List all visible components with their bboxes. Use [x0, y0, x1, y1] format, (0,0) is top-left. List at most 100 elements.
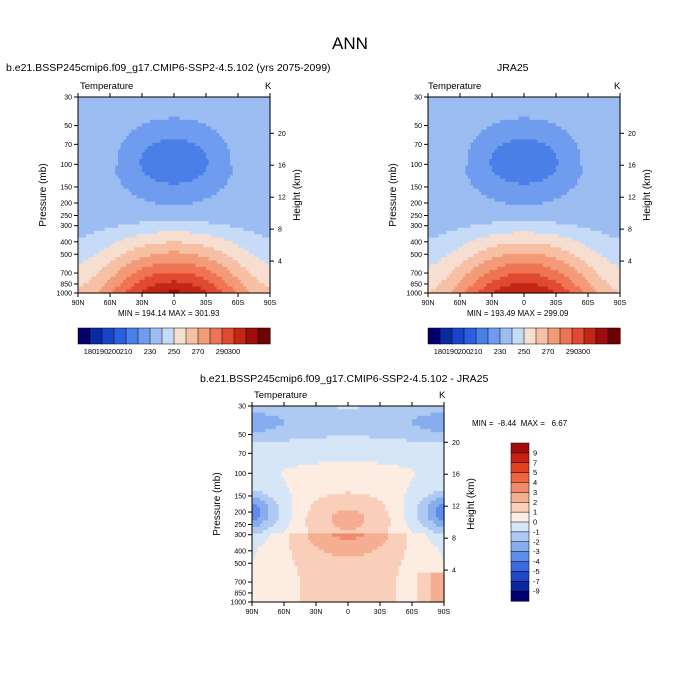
panel-model-cell — [144, 123, 148, 127]
panel-model-cell — [256, 152, 260, 157]
panel-model-cell — [131, 250, 135, 255]
panel-model-cell — [256, 178, 260, 183]
panel-model-cell — [139, 181, 143, 186]
panel-model-cell — [251, 106, 255, 111]
panel-model-cell — [110, 178, 114, 183]
panel-model-cell — [86, 208, 90, 212]
panel-model-cell — [262, 132, 266, 137]
panel-obs-cell — [433, 289, 437, 294]
panel-model-cell — [115, 201, 119, 206]
panel-model-cell — [152, 178, 156, 183]
panel-model-cell — [179, 110, 183, 114]
panel-model-cell — [182, 289, 186, 294]
panel-model-cell — [222, 214, 226, 219]
panel-model-cell — [96, 266, 100, 271]
panel-model-cell — [251, 276, 255, 281]
panel-model-cell — [99, 146, 103, 150]
panel-model-cell — [96, 208, 100, 212]
panel-model-cell — [99, 260, 103, 265]
panel-obs-cell — [438, 247, 442, 252]
panel-model-cell — [187, 211, 191, 216]
panel-model-cell — [91, 257, 95, 261]
panel-model-cell — [195, 276, 199, 281]
panel-model-cell — [139, 168, 143, 173]
panel-model-cell — [78, 129, 82, 134]
panel-model-cell — [219, 172, 223, 176]
panel-model-cell — [195, 224, 199, 229]
panel-model-cell — [83, 165, 87, 170]
panel-model-cell — [78, 283, 82, 288]
panel-model-cell — [128, 106, 132, 111]
panel-model-cell — [184, 240, 188, 245]
panel-obs-cell — [436, 181, 440, 186]
panel-model-cell — [120, 139, 124, 144]
panel-model-cell — [155, 289, 159, 294]
panel-model-cell — [78, 276, 82, 281]
panel-model-cell — [160, 149, 164, 154]
panel-model-cell — [227, 240, 231, 245]
panel-model-cell — [91, 116, 95, 121]
panel-model-cell — [78, 119, 82, 124]
panel-model-cell — [144, 227, 148, 232]
panel-model-cell — [118, 211, 122, 216]
panel-model-cell — [230, 221, 234, 225]
panel-model-cell — [214, 178, 218, 183]
panel-model-cell — [251, 185, 255, 190]
panel-model-cell — [227, 100, 231, 105]
panel-model-cell — [232, 240, 236, 245]
panel-model-cell — [182, 165, 186, 170]
panel-model-cell — [251, 224, 255, 229]
panel-model-cell — [256, 260, 260, 265]
panel-model-cell — [120, 250, 124, 255]
panel-model-cell — [168, 188, 172, 193]
panel-model-cell — [230, 149, 234, 154]
panel-model-cell — [139, 244, 143, 248]
panel-obs-cell — [433, 113, 437, 118]
panel-model-cell — [128, 152, 132, 157]
panel-model-cell — [219, 152, 223, 157]
panel-model-cell — [174, 230, 178, 235]
panel-model-cell — [195, 146, 199, 150]
panel-obs-cell — [438, 136, 442, 141]
panel-model-cell — [94, 162, 98, 167]
panel-model-cell — [158, 276, 162, 281]
panel-model-cell — [192, 208, 196, 212]
panel-model-cell — [238, 162, 242, 167]
panel-model-cell — [163, 185, 167, 190]
panel-model-cell — [262, 162, 266, 167]
panel-model-cell — [160, 237, 164, 242]
panel-model-cell — [80, 100, 84, 105]
panel-model-cell — [152, 175, 156, 180]
panel-model-cell — [232, 119, 236, 124]
panel-model-cell — [248, 129, 252, 134]
panel-model-cell — [235, 211, 239, 216]
panel-model-cell — [166, 132, 170, 137]
panel-obs-cell — [428, 286, 432, 291]
panel-obs-cell — [436, 230, 440, 235]
panel-model-cell — [262, 204, 266, 209]
panel-model-cell — [96, 139, 100, 144]
panel-model-cell — [134, 188, 138, 193]
panel-model-cell — [83, 201, 87, 206]
panel-model-cell — [203, 244, 207, 248]
panel-model-cell — [150, 103, 154, 108]
panel-model-cell — [131, 195, 135, 199]
panel-model-cell — [102, 97, 106, 101]
panel-obs-cell — [438, 110, 442, 114]
panel-model-cell — [246, 253, 250, 258]
panel-model-cell — [254, 276, 258, 281]
panel-model-cell — [264, 214, 268, 219]
panel-model-cell — [150, 113, 154, 118]
panel-model-cell — [203, 279, 207, 284]
panel-model-cell — [118, 250, 122, 255]
panel-model-cell — [195, 286, 199, 291]
panel-model-cell — [120, 185, 124, 190]
panel-model-cell — [78, 198, 82, 203]
panel-model-cell — [190, 201, 194, 206]
panel-model-cell — [78, 270, 82, 274]
panel-model-cell — [160, 142, 164, 147]
panel-model-cell — [219, 97, 223, 101]
panel-model-cell — [102, 270, 106, 274]
panel-model-cell — [222, 165, 226, 170]
panel-model-cell — [256, 126, 260, 131]
